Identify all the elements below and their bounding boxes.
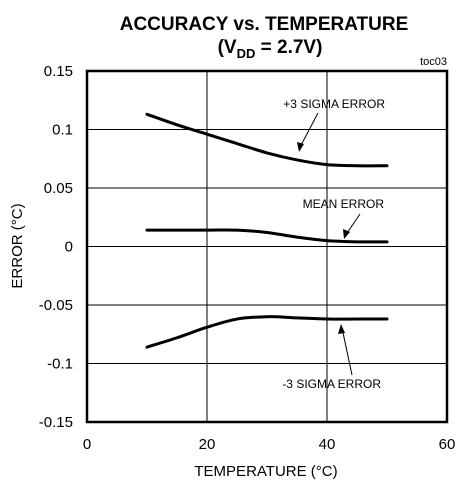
subtitle-prefix: (V xyxy=(218,37,237,58)
x-tick-labels: 0 20 40 60 xyxy=(83,436,456,453)
annotation-plus3sigma: +3 SIGMA ERROR xyxy=(283,97,385,152)
y-tick-labels: 0.15 0.1 0.05 0 -0.05 -0.1 -0.15 xyxy=(39,63,73,431)
y-tick-label: 0.05 xyxy=(44,180,73,197)
gridlines xyxy=(87,71,447,422)
y-axis-label: ERROR (°C) xyxy=(9,203,26,288)
x-axis-label: TEMPERATURE (°C) xyxy=(194,463,337,480)
x-tick-label: 40 xyxy=(319,436,336,453)
series-lines xyxy=(145,112,389,349)
annotation-minus3sigma-label: -3 SIGMA ERROR xyxy=(282,377,381,391)
y-tick-label: -0.1 xyxy=(47,356,73,373)
x-tick-label: 60 xyxy=(439,436,456,453)
annotation-minus3sigma: -3 SIGMA ERROR xyxy=(282,324,381,391)
annotation-plus3sigma-arrow xyxy=(298,112,319,150)
y-tick-label: 0.1 xyxy=(52,122,73,139)
series-line-1 xyxy=(145,228,389,244)
series-line-2 xyxy=(145,315,389,349)
annotation-mean: MEAN ERROR xyxy=(303,197,385,239)
x-tick-label: 20 xyxy=(199,436,216,453)
annotation-mean-label: MEAN ERROR xyxy=(303,197,385,211)
subtitle-suffix: = 2.7V) xyxy=(255,37,322,58)
figure-id: toc03 xyxy=(420,56,447,68)
annotation-plus3sigma-label: +3 SIGMA ERROR xyxy=(283,97,385,111)
annotation-minus3sigma-arrowhead xyxy=(338,324,345,334)
y-tick-label: 0.15 xyxy=(44,63,73,80)
y-tick-label: -0.15 xyxy=(39,414,73,431)
series-line-0 xyxy=(145,112,389,168)
y-tick-label: 0 xyxy=(65,239,73,256)
y-tick-label: -0.05 xyxy=(39,297,73,314)
subtitle-subscript: DD xyxy=(237,46,256,61)
chart-subtitle: (VDD = 2.7V) xyxy=(218,37,323,61)
x-tick-label: 0 xyxy=(83,436,91,453)
annotation-minus3sigma-arrow xyxy=(341,327,353,376)
chart-title: ACCURACY vs. TEMPERATURE xyxy=(120,14,409,35)
annotation-plus3sigma-arrowhead xyxy=(297,142,304,152)
plot-frame xyxy=(85,69,449,424)
annotation-mean-arrowhead xyxy=(343,229,350,239)
